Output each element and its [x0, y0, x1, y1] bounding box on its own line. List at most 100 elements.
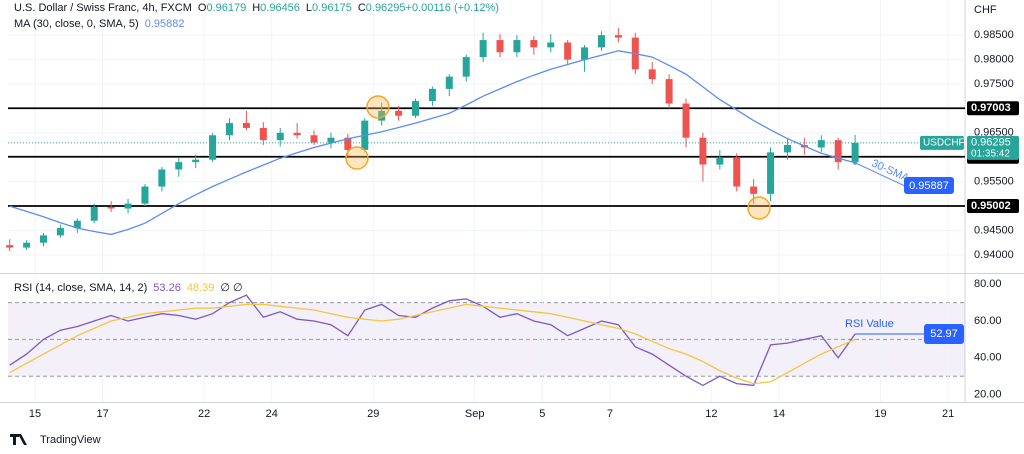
level-tag	[967, 101, 1019, 116]
candle-body	[276, 132, 284, 141]
footer: TradingView	[40, 434, 101, 446]
ma-legend-value: 0.95882	[145, 18, 185, 30]
candle-body	[192, 159, 200, 163]
legend-value: 0.96295	[366, 2, 406, 14]
y-tick-label: 0.95500	[974, 176, 1014, 188]
candle-body	[834, 140, 842, 163]
candle-body	[530, 40, 538, 48]
candle-body	[310, 135, 318, 143]
price-tag	[967, 135, 1019, 160]
candle-body	[6, 245, 14, 248]
legend-key: L	[306, 2, 312, 14]
candle-body	[56, 228, 64, 236]
candle-body	[209, 135, 217, 160]
rsi-legend-value: 53.26	[153, 282, 181, 294]
level-label: 0.95002	[971, 200, 1011, 212]
candle-body	[411, 101, 419, 116]
candle-body	[428, 88, 436, 102]
logo	[10, 434, 27, 445]
y-tick-label: 40.00	[974, 352, 1002, 364]
series-line	[9, 294, 856, 387]
legend-value: 0.96175	[312, 2, 352, 14]
candle-body	[851, 142, 859, 163]
ma-point	[853, 160, 858, 165]
highlight-circle	[747, 196, 771, 220]
legend-value: 0.96456	[260, 2, 300, 14]
candle-body	[479, 40, 487, 58]
candle-body	[614, 35, 622, 38]
candle-body	[107, 207, 115, 209]
candle-body	[141, 186, 149, 204]
highlight-circle	[345, 146, 369, 170]
candle-body	[242, 123, 250, 128]
x-tick-label: Sep	[465, 408, 485, 420]
candle-body	[682, 103, 690, 138]
candle-body	[445, 76, 453, 89]
candle-body	[90, 207, 98, 221]
candle-body	[733, 157, 741, 187]
countdown-label: 01:35:42	[971, 148, 1010, 159]
y-tick-label: 80.00	[974, 278, 1002, 290]
chart-header: U.S. Dollar / Swiss Franc, 4h, FXCM O0.96…	[14, 2, 499, 14]
candle-body	[40, 235, 48, 243]
candle-body	[259, 127, 267, 141]
candle-body	[158, 169, 166, 187]
candle-body	[564, 42, 572, 60]
candle-body	[23, 242, 31, 248]
candle-body	[344, 137, 352, 150]
ma-header: MA (30, close, 0, SMA, 5) 0.95882	[14, 18, 184, 30]
x-tick-label: 24	[266, 408, 278, 420]
candle-body	[783, 145, 791, 153]
chart-title: U.S. Dollar / Swiss Franc, 4h, FXCM	[14, 2, 192, 14]
candle-body	[699, 137, 707, 165]
y-tick-label: 0.98000	[974, 53, 1014, 65]
y-tick-label: 0.96500	[974, 127, 1014, 139]
x-tick-label: 12	[705, 408, 717, 420]
legend-key: C	[358, 2, 366, 14]
plot: 15 17 22 24 29 Sep 5 7 12 14 19 21 0.94000 0.94500 0.9…	[6, 0, 1019, 420]
candle-body	[124, 203, 132, 209]
candle-body	[395, 110, 403, 116]
x-tick-label: 21	[942, 408, 954, 420]
y-tick-label: 0.94000	[974, 249, 1014, 261]
candle-body	[513, 40, 521, 53]
ma-tag	[904, 177, 954, 194]
level-tag	[967, 198, 1019, 213]
y-tick-label: 0.97500	[974, 78, 1014, 90]
candle-body	[73, 220, 81, 229]
candle-body	[175, 162, 183, 170]
x-tick-label: 17	[97, 408, 109, 420]
rsi-legend-value: 48.39	[187, 282, 215, 294]
candle-body	[767, 152, 775, 194]
candle-body	[378, 110, 386, 121]
x-tick-label: 14	[773, 408, 785, 420]
y-tick-label: 60.00	[974, 315, 1002, 327]
candle-body	[597, 35, 605, 48]
x-tick-label: 5	[539, 408, 545, 420]
y-unit: CHF	[974, 4, 997, 16]
candle-body	[547, 42, 555, 48]
rsi-header: RSI (14, close, SMA, 14, 2) 53.26 48.39 ∅ ∅	[14, 282, 243, 294]
y-tick-label: 20.00	[974, 389, 1002, 401]
rsi-legend-value: ∅ ∅	[220, 282, 242, 294]
candle-body	[665, 79, 673, 104]
rsi-tag-label: 52.97	[930, 328, 958, 340]
x-tick-label: 22	[198, 408, 210, 420]
legend-key: O	[198, 2, 207, 14]
candle-body	[648, 69, 656, 80]
candle-body	[750, 186, 758, 194]
x-tick-label: 19	[874, 408, 886, 420]
ma-legend: MA (30, close, 0, SMA, 5)	[14, 18, 139, 30]
y-tick-label: 0.98500	[974, 29, 1014, 41]
candle-body	[293, 132, 301, 136]
candle-body	[581, 47, 589, 60]
series-line	[9, 303, 856, 385]
legend-key: H	[252, 2, 260, 14]
ma-tag-label: 0.95887	[909, 180, 949, 192]
legend-value: 0.96179	[206, 2, 246, 14]
rsi-legend: RSI (14, close, SMA, 14, 2)	[14, 282, 147, 294]
level-label: 0.97003	[971, 102, 1011, 114]
highlight-circle	[366, 95, 390, 119]
